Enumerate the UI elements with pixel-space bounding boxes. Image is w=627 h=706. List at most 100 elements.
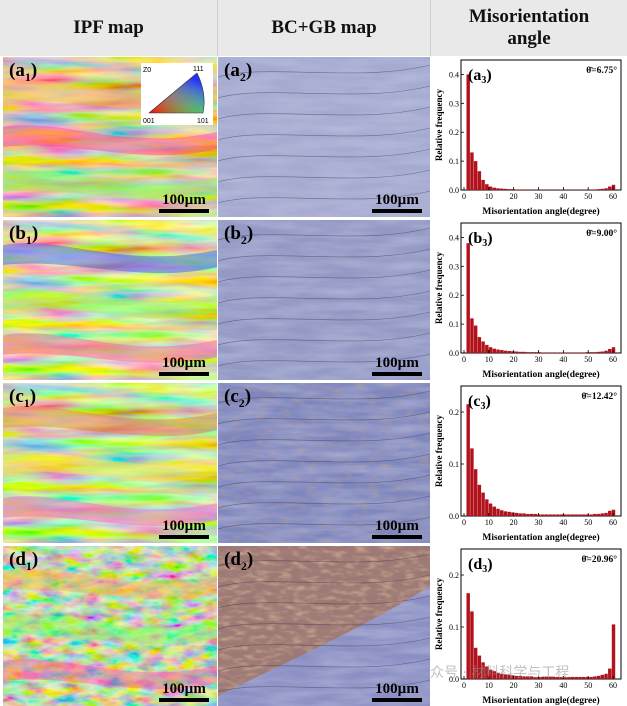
histogram-bar: [507, 512, 510, 516]
histogram-bar: [567, 352, 570, 353]
header-misorientation: Misorientation angle: [431, 0, 627, 56]
histogram-bar: [474, 469, 477, 516]
ipf-scale-bar-b-text: 100µm: [159, 356, 209, 371]
ipf-panel-label-a-letter: a: [15, 60, 25, 81]
histogram-bar: [496, 509, 499, 516]
ipf-panel-label-b-subscript: 1: [26, 233, 32, 247]
bcgb-scale-bar-b-text: 100µm: [372, 356, 422, 371]
histogram-bar: [526, 514, 529, 516]
histogram-bar: [515, 189, 518, 190]
histogram-bar: [534, 514, 537, 516]
header-bcgb-map: BC+GB map: [218, 0, 431, 56]
histogram-bar: [578, 677, 581, 679]
histogram-bar: [560, 514, 563, 516]
histogram-bar: [478, 171, 481, 190]
bcgb-panel-label-c-subscript: 2: [239, 396, 245, 410]
x-tick-label: 40: [559, 518, 567, 527]
histogram-bar: [485, 499, 488, 516]
bcgb-map-panel-a: (a2)100µm: [218, 57, 430, 217]
x-tick-label: 40: [559, 681, 567, 690]
histogram-bar: [504, 511, 507, 516]
ipf-legend-001: 001: [143, 118, 155, 125]
histogram-bar: [489, 347, 492, 353]
histogram-bar: [571, 514, 574, 516]
histogram-bar: [593, 514, 596, 516]
histogram-bar: [489, 504, 492, 516]
histogram-bar: [601, 189, 604, 190]
histogram-bar: [556, 514, 559, 516]
x-tick-label: 30: [535, 355, 543, 364]
histogram-bar: [604, 513, 607, 516]
chart-panel-label-d: (d3): [468, 556, 493, 575]
x-tick-label: 60: [609, 355, 617, 364]
x-tick-label: 0: [462, 518, 466, 527]
x-tick-label: 20: [510, 355, 518, 364]
histogram-bar: [563, 352, 566, 353]
ipf-panel-label-b-letter: b: [15, 223, 26, 244]
ipf-panel-label-c-subscript: 1: [24, 396, 30, 410]
bcgb-scale-bar-c-text: 100µm: [372, 519, 422, 534]
ipf-scale-bar-d: 100µm: [159, 682, 209, 702]
bcgb-panel-label-c-letter: c: [230, 386, 238, 407]
y-tick-label: 0.3: [449, 99, 459, 108]
bcgb-panel-label-b: (b2): [224, 224, 253, 250]
histogram-bar: [496, 350, 499, 353]
histogram-bar: [552, 514, 555, 516]
bcgb-scale-bar-c-bar: [372, 535, 422, 539]
histogram-bar: [575, 677, 578, 679]
x-tick-label: 50: [584, 355, 592, 364]
ipf-legend-z0: Z0: [143, 67, 151, 74]
mean-misorientation-d: θ̄=20.96°: [581, 554, 617, 565]
histogram-bar: [612, 185, 615, 190]
histogram-bar: [507, 351, 510, 353]
y-tick-label: 0.1: [449, 623, 459, 632]
histogram-bar: [589, 514, 592, 516]
histogram-bar: [548, 514, 551, 516]
y-tick-label: 0.2: [449, 408, 459, 417]
ipf-panel-label-c-letter: c: [15, 386, 23, 407]
ipf-scale-bar-a-text: 100µm: [159, 193, 209, 208]
x-tick-label: 0: [462, 681, 466, 690]
histogram-bar: [470, 318, 473, 353]
watermark-text: 众号 · 材料科学与工程: [430, 662, 569, 682]
histogram-bar: [563, 514, 566, 516]
histogram-bar: [470, 448, 473, 516]
histogram-bar: [601, 352, 604, 353]
histogram-bar: [500, 510, 503, 516]
y-axis-label: Relative frequency: [434, 577, 444, 650]
histogram-bar: [478, 337, 481, 353]
histogram-bar: [507, 189, 510, 190]
histogram-bar: [589, 189, 592, 190]
ipf-scale-bar-d-bar: [159, 698, 209, 702]
histogram-bar: [504, 189, 507, 190]
histogram-bar: [575, 352, 578, 353]
histogram-bar: [545, 352, 548, 353]
chart-panel-label-a: (a3): [468, 67, 492, 86]
histogram-bar: [586, 677, 589, 679]
histogram-bar: [493, 188, 496, 190]
bcgb-panel-label-d-letter: d: [230, 549, 241, 570]
histogram-bar: [519, 189, 522, 190]
histogram-bar: [597, 514, 600, 516]
histogram-bar: [466, 74, 469, 190]
y-tick-label: 0.4: [449, 233, 459, 242]
y-axis-label: Relative frequency: [434, 414, 444, 487]
x-axis-label: Misorientation angle(degree): [482, 369, 599, 380]
histogram-bar: [526, 352, 529, 353]
histogram-bar: [604, 351, 607, 353]
chart-panel-label-c: (c3): [468, 393, 491, 412]
histogram-bar: [534, 352, 537, 353]
histogram-bar: [560, 352, 563, 353]
bcgb-panel-label-d: (d2): [224, 550, 253, 576]
x-tick-label: 0: [462, 355, 466, 364]
ipf-map-panel-b: (b1)100µm: [3, 220, 217, 380]
histogram-bar: [597, 189, 600, 190]
bcgb-scale-bar-a-text: 100µm: [372, 193, 422, 208]
histogram-bar: [601, 675, 604, 679]
histogram-bar: [522, 352, 525, 353]
histogram-bar: [571, 352, 574, 353]
histogram-bar: [612, 510, 615, 516]
histogram-bar: [582, 352, 585, 353]
